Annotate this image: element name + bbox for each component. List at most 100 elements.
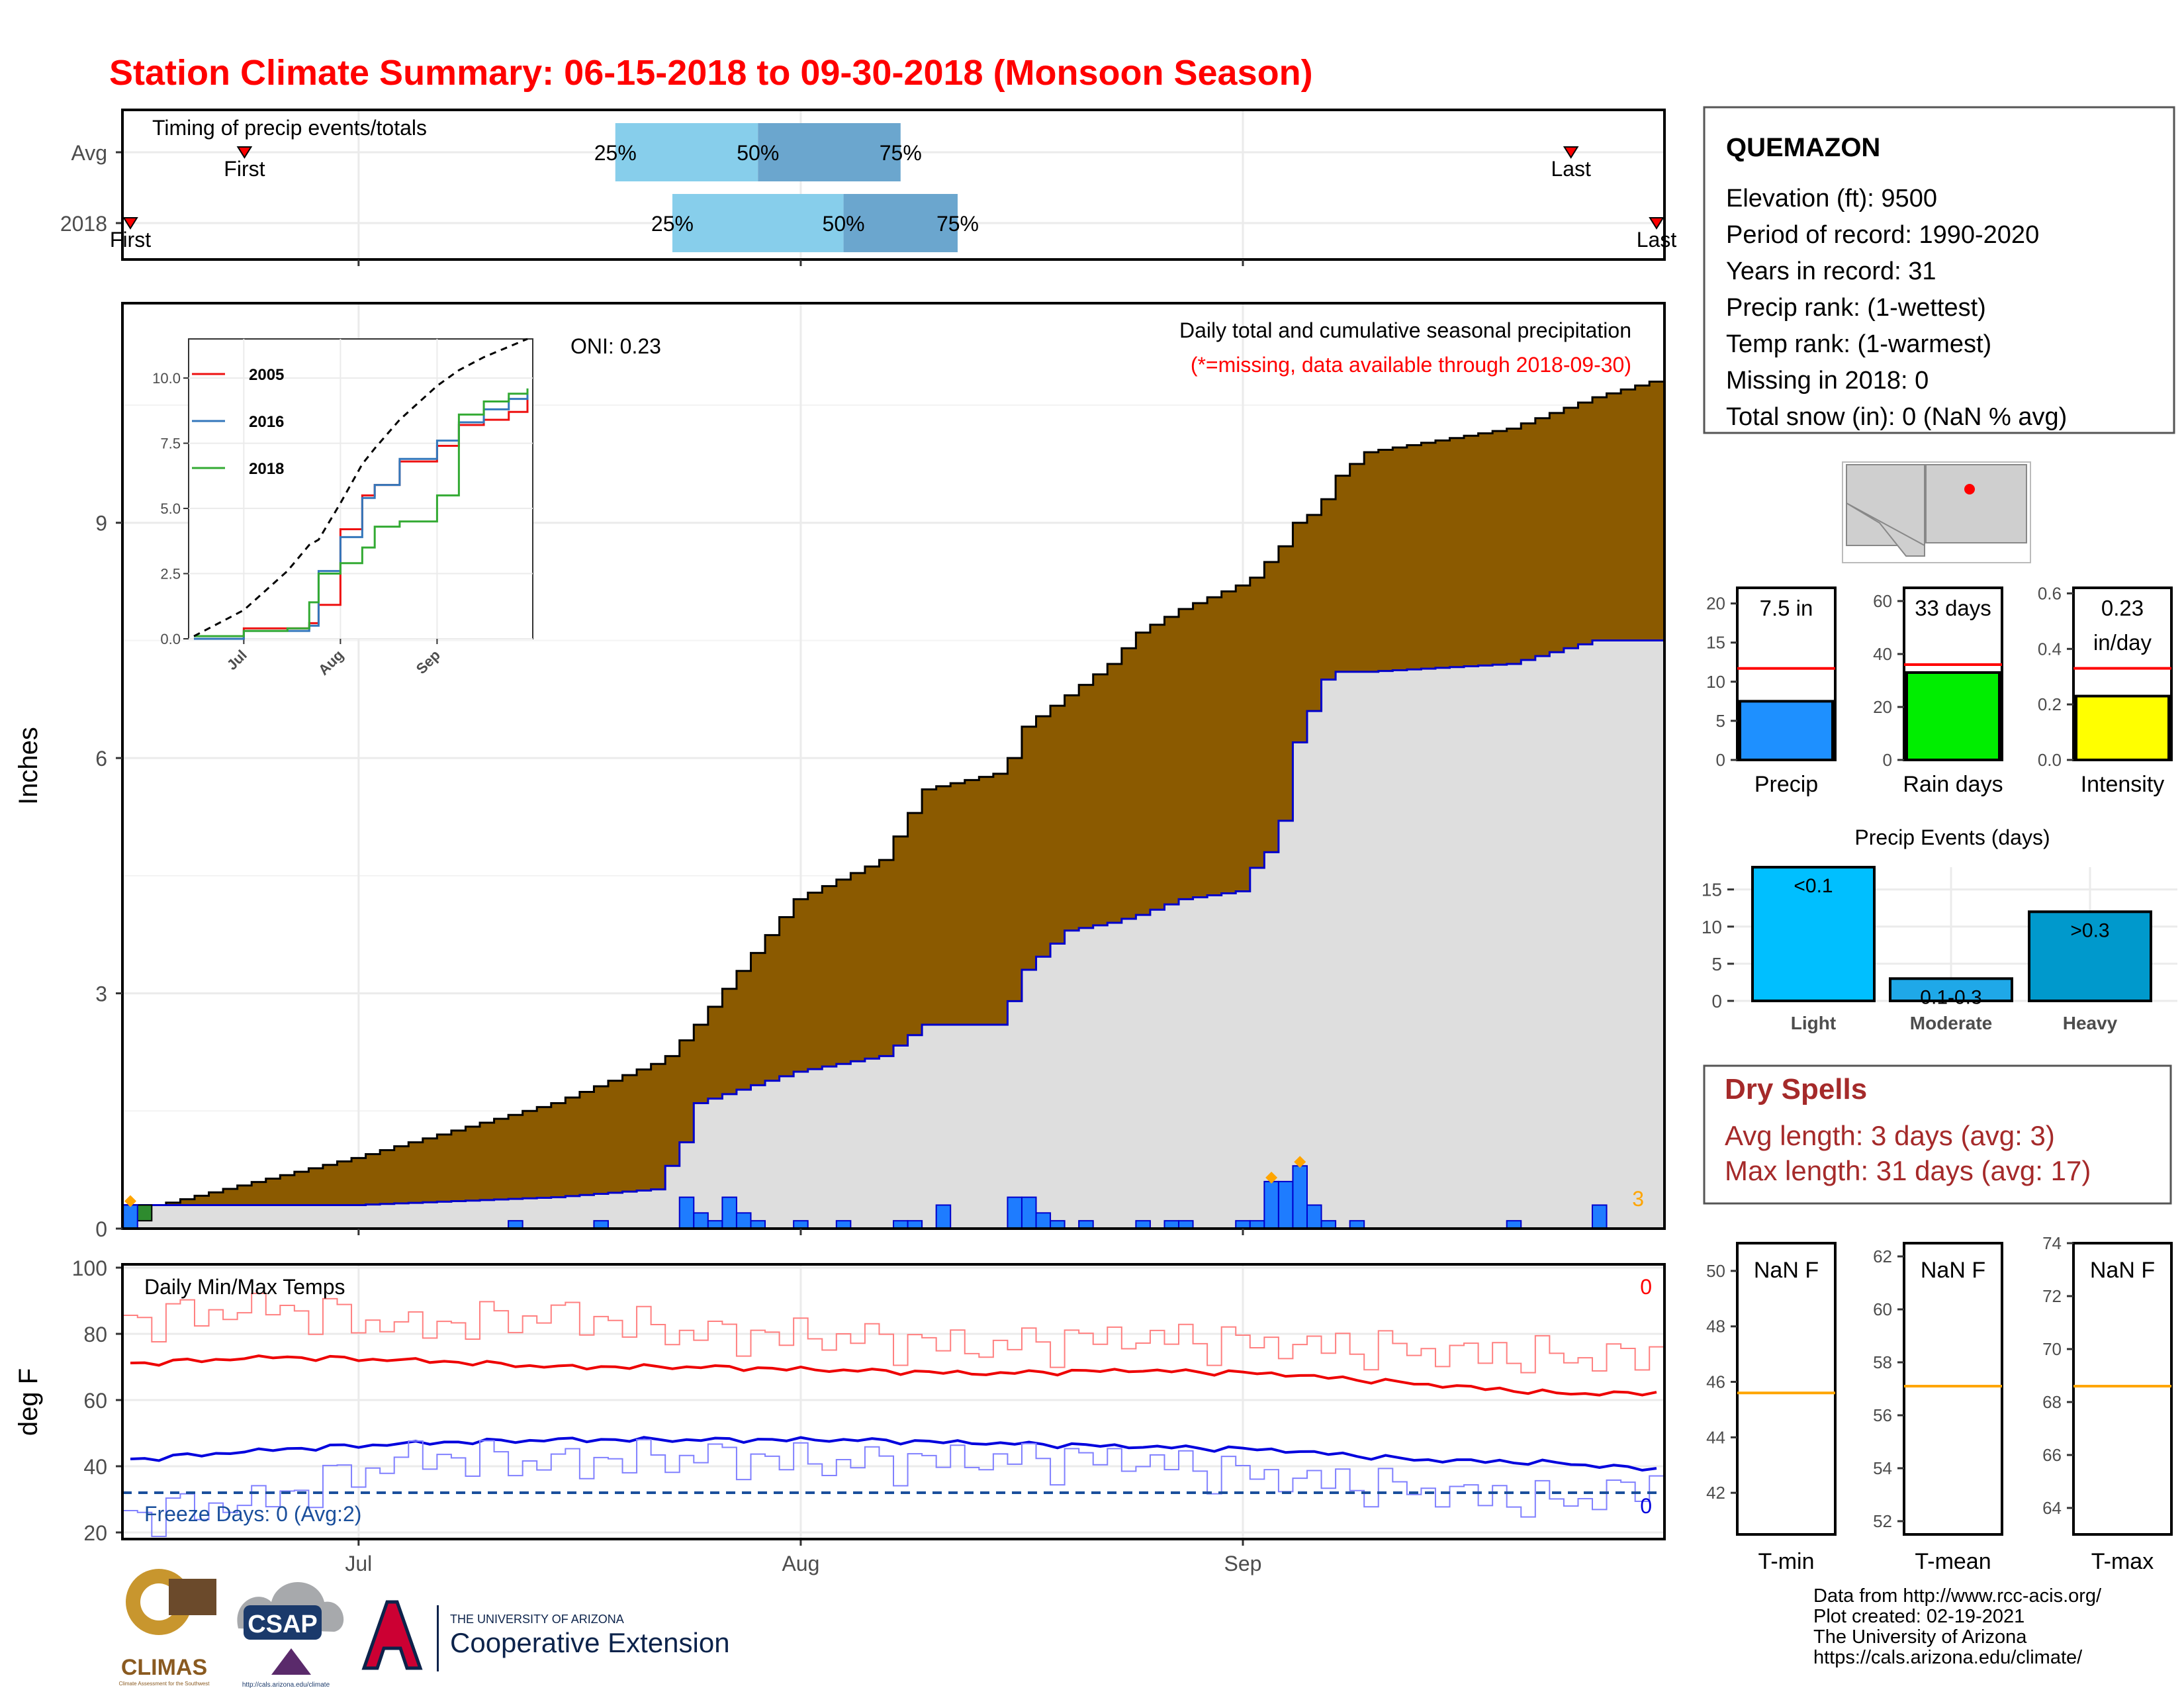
credit-line: Plot created: 02-19-2021 — [1813, 1606, 2025, 1627]
mini-bar-label: Precip — [1754, 772, 1818, 797]
inset-legend-label: 2005 — [249, 366, 284, 384]
temp-box-ytick-label: 72 — [2042, 1286, 2062, 1306]
temps-ytick-label: 40 — [83, 1455, 107, 1479]
temp-box-ytick-label: 62 — [1873, 1246, 1892, 1266]
inset-legend-label: 2018 — [249, 460, 284, 478]
avg-min-line — [130, 1436, 1657, 1472]
events-bar-light — [1751, 866, 1876, 1002]
ua-logo-line2: Cooperative Extension — [450, 1627, 730, 1658]
dry-spells-box: Dry Spells Avg length: 3 days (avg: 3) M… — [1703, 1064, 2172, 1205]
timing-label-q75: 75% — [880, 141, 922, 165]
inset-frame — [188, 338, 533, 639]
events-ytick-label: 15 — [1702, 880, 1722, 900]
climas-logo-subtitle: Climate Assessment for the Southwest — [119, 1681, 210, 1687]
credit-line: https://cals.arizona.edu/climate/ — [1813, 1647, 2083, 1668]
temps-xtick-label: Sep — [1224, 1552, 1262, 1575]
temps-panel: 20 40 60 80 100 Jul Aug Sep Daily Min/Max Temps F… — [14, 1256, 1666, 1575]
temps-ytick-label: 100 — [72, 1256, 107, 1280]
timing-label-q50: 50% — [737, 141, 779, 165]
mini-bar-ytick-label: 60 — [1873, 591, 1892, 611]
events-category-label: Moderate — [1910, 1013, 1992, 1033]
temp-box-ytick-label: 58 — [1873, 1352, 1892, 1372]
temps-max-missing: 0 — [1640, 1275, 1652, 1299]
mini-bar-ytick-label: 15 — [1706, 633, 1725, 653]
credits: Data from http://www.rcc-acis.org/Plot c… — [1813, 1585, 2102, 1668]
station-info-line: Precip rank: (1-wettest) — [1726, 294, 1986, 322]
precip-missing-note: (*=missing, data available through 2018-… — [1191, 353, 1631, 377]
missing-count: 3 — [1632, 1187, 1644, 1211]
mini-bar-ytick-label: 40 — [1873, 644, 1892, 664]
timing-label-q50: 50% — [823, 212, 865, 236]
timing-first-marker — [236, 146, 253, 159]
timing-label-q75: 75% — [936, 212, 979, 236]
precip-ylabel: Inches — [14, 727, 43, 805]
mini-bar-value-label: in/day — [2093, 630, 2152, 655]
timing-last-marker — [1649, 217, 1664, 230]
mini-bar-precip: 7.5 in 0 5 10 15 20 Precip — [1706, 586, 1837, 797]
precip-ytick-label: 3 — [95, 982, 107, 1006]
timing-first-marker — [122, 217, 138, 230]
temp-box-ytick-label: 50 — [1706, 1261, 1725, 1281]
credit-line: Data from http://www.rcc-acis.org/ — [1813, 1585, 2102, 1607]
timing-first-label: First — [110, 228, 151, 252]
daily-precip-bar — [1263, 1180, 1279, 1230]
timing-bar-q25-q50 — [672, 194, 844, 252]
temp-box-t-min: NaN F 42 44 46 48 50 T-min — [1706, 1242, 1837, 1574]
station-info-line: Years in record: 31 — [1726, 258, 1936, 285]
station-info-line: Missing in 2018: 0 — [1726, 367, 1929, 395]
temps-title: Daily Min/Max Temps — [144, 1275, 345, 1299]
temp-box-frame — [1903, 1242, 2003, 1536]
precip-ytick-label: 0 — [95, 1217, 107, 1241]
temp-box-ytick-label: 44 — [1706, 1427, 1725, 1447]
timing-title: Timing of precip events/totals — [152, 116, 427, 140]
timing-first-label: First — [224, 157, 265, 181]
temps-ylabel: deg F — [14, 1368, 43, 1436]
daily-precip-bar — [1292, 1165, 1308, 1229]
credit-line: The University of Arizona — [1813, 1626, 2027, 1648]
precip-ytick-label: 6 — [95, 747, 107, 771]
mini-bar-ytick-label: 20 — [1706, 594, 1725, 614]
temp-box-ytick-label: 74 — [2042, 1233, 2062, 1253]
timing-row-label: 2018 — [60, 212, 107, 236]
timing-bar-q50-q75 — [843, 194, 958, 252]
temp-box-ytick-label: 68 — [2042, 1392, 2062, 1412]
climas-logo-text: CLIMAS — [121, 1655, 207, 1680]
mini-bar-value-label: 33 days — [1915, 596, 1991, 620]
daily-precip-bar — [735, 1212, 752, 1229]
daily-precip-bar — [693, 1212, 709, 1229]
temp-box-label: T-min — [1758, 1549, 1815, 1574]
ua-logo-line1: THE UNIVERSITY OF ARIZONA — [450, 1613, 624, 1626]
mini-bar-value — [1739, 700, 1834, 762]
missing-marker — [1294, 1156, 1306, 1168]
mini-bar-value-label: 0.23 — [2101, 596, 2144, 620]
precip-ytick-label: 9 — [95, 512, 107, 536]
temp-box-value: NaN F — [1921, 1258, 1985, 1283]
events-ytick-label: 5 — [1711, 954, 1722, 974]
temp-box-t-mean: NaN F 52 54 56 58 60 62 T-mean — [1873, 1242, 2003, 1574]
inset-average-line — [193, 338, 528, 637]
mini-bar-value-label: 7.5 in — [1760, 596, 1813, 620]
events-bar-label: 0.1-0.3 — [1920, 986, 1981, 1008]
oni-label: ONI: 0.23 — [570, 334, 661, 358]
events-category-label: Heavy — [2063, 1013, 2118, 1033]
inset-legend-label: 2016 — [249, 413, 284, 431]
temp-box-ytick-label: 52 — [1873, 1511, 1892, 1531]
temps-ytick-label: 60 — [83, 1389, 107, 1413]
timing-last-label: Last — [1637, 228, 1677, 252]
temps-bg — [122, 1264, 1664, 1539]
mini-bar-label: Intensity — [2081, 772, 2165, 797]
events-bar-moderate — [1889, 977, 2013, 1003]
state-map — [1842, 461, 2031, 563]
temp-box-label: T-mean — [1915, 1549, 1991, 1574]
mini-bar-value — [1905, 671, 2001, 761]
timing-panel: Timing of precip events/totals 25% 50% 75% F… — [60, 109, 1677, 266]
mini-bar-ytick-label: 0.2 — [2038, 694, 2062, 714]
temp-box-t-max: NaN F 64 66 68 70 72 74 T-max — [2042, 1233, 2173, 1574]
timing-last-label: Last — [1551, 157, 1591, 181]
mini-bar-ytick-label: 0 — [1716, 750, 1725, 770]
missing-marker — [124, 1195, 136, 1207]
mini-bar-ytick-label: 10 — [1706, 672, 1725, 692]
daily-precip-bar — [1306, 1204, 1322, 1230]
temp-box-ytick-label: 64 — [2042, 1498, 2062, 1518]
